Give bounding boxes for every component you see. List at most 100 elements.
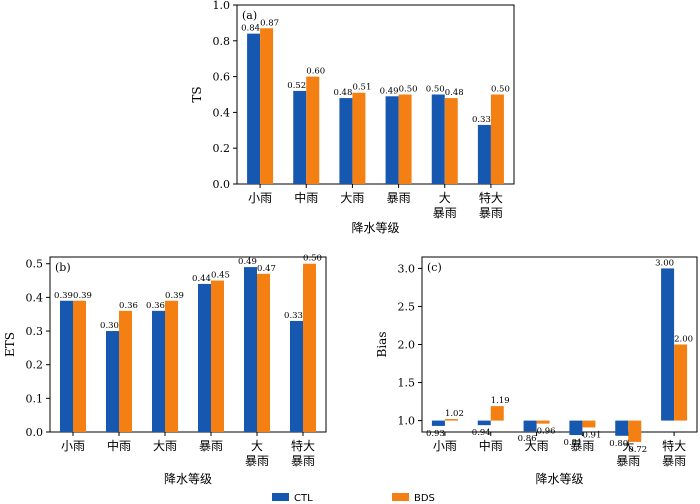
- legend-swatch-ctl: [272, 493, 289, 501]
- panel-c-value-label-ctl: 0.80: [609, 439, 628, 449]
- panel-b-xtick-label: 大: [251, 439, 263, 453]
- panel-a-value-label-ctl: 0.84: [241, 24, 260, 34]
- panel-a-ts-chart: (a)0.00.20.40.60.81.0TS小雨0.840.87中雨0.520…: [190, 0, 515, 235]
- panel-a-value-label-bds: 0.50: [491, 85, 510, 95]
- panel-c-xtick-label: 中雨: [479, 438, 503, 453]
- panel-a-value-label-ctl: 0.48: [333, 88, 352, 98]
- panel-a-value-label-ctl: 0.49: [380, 86, 399, 96]
- panel-a-label: (a): [242, 9, 257, 22]
- panel-c-bar-ctl: [431, 420, 445, 426]
- panel-a-ylabel: TS: [190, 86, 204, 102]
- panel-c-bar-ctl: [615, 420, 629, 436]
- panel-b-value-label-ctl: 0.33: [284, 311, 303, 321]
- panel-b-ytick-label: 0.0: [26, 426, 44, 439]
- panel-c-bar-bds: [582, 420, 596, 428]
- panel-a-value-label-bds: 0.51: [352, 83, 371, 93]
- panel-a-ytick-label: 0.6: [213, 71, 231, 84]
- panel-a-xtick-label: 暴雨: [479, 206, 503, 220]
- panel-a-bar-bds: [398, 94, 412, 184]
- panel-a-bar-ctl: [477, 124, 491, 184]
- panel-c-bar-bds: [444, 419, 458, 421]
- panel-a-bar-bds: [490, 94, 504, 184]
- panel-b-bar-bds: [211, 280, 224, 432]
- panel-c-xtick-label: 暴雨: [570, 439, 594, 453]
- panel-c-ytick-label: 2.0: [398, 339, 416, 352]
- panel-c-xtick-label: 大: [622, 439, 634, 453]
- panel-c-value-label-bds: 2.00: [674, 335, 693, 345]
- panel-b-xtick-label: 中雨: [107, 438, 131, 453]
- panel-a-xtick-label: 小雨: [248, 191, 272, 205]
- panel-b-bar-ctl: [106, 331, 119, 432]
- panel-c-value-label-bds: 1.02: [445, 409, 464, 419]
- panel-a-bar-bds: [306, 76, 320, 184]
- panel-c-bias-chart: (c) 1.0 1.5 2.0 2.5 3.0 Bias 小雨0.931.02 中雨0.94 1.…: [375, 256, 698, 486]
- panel-c-bar-ctl: [477, 420, 491, 426]
- panel-b-bar-bds: [73, 300, 86, 432]
- panel-c-xtick-label: 暴雨: [662, 454, 686, 468]
- panel-a-ytick-label: 0.8: [213, 35, 231, 48]
- panel-b-value-label-bds: 0.39: [165, 291, 184, 301]
- panel-b-xtick-label: 暴雨: [291, 454, 315, 468]
- panel-a-axes-frame: [236, 4, 515, 185]
- panel-a-ytick-label: 0.0: [213, 178, 231, 191]
- panel-c-xtick-label: 小雨: [433, 439, 457, 453]
- panel-b-bar-bds: [119, 310, 132, 432]
- panel-c-value-label-ctl: 0.94: [472, 428, 491, 438]
- panel-c-ylabel: Bias: [375, 332, 389, 358]
- panel-b-bar-ctl: [290, 320, 303, 432]
- panel-c-bar-ctl: [569, 420, 583, 436]
- panel-b-xtick-label: 暴雨: [245, 454, 269, 468]
- legend-label-ctl: CTL: [294, 493, 313, 504]
- panel-c-xtick-label: 暴雨: [616, 454, 640, 468]
- panel-b-xtick-label: 小雨: [61, 439, 85, 453]
- panel-c-ytick-label: 1.5: [398, 377, 416, 390]
- panel-a-xtick-label: 中雨: [294, 190, 318, 205]
- panel-b-value-label-bds: 0.47: [257, 264, 276, 274]
- panel-c-value-label-ctl: 0.81: [563, 438, 582, 448]
- panel-a-xlabel: 降水等级: [351, 221, 399, 235]
- panel-c-xlabel: 降水等级: [535, 472, 583, 486]
- panel-c-bar-bds: [628, 420, 642, 442]
- panel-c-value-label-bds: 0.96: [537, 427, 556, 437]
- panel-c-bar-ctl: [661, 268, 675, 421]
- panel-b-value-label-bds: 0.45: [211, 271, 230, 281]
- panel-a-bar-ctl: [431, 94, 445, 184]
- panel-b-value-label-ctl: 0.30: [100, 321, 119, 331]
- panel-c-label: (c): [427, 261, 442, 274]
- panel-a-value-label-bds: 0.87: [260, 18, 279, 28]
- panel-b-ytick-label: 0.3: [26, 325, 44, 338]
- panel-b-xtick-label: 暴雨: [199, 439, 223, 453]
- panel-c-xtick-label: 大雨: [525, 439, 549, 453]
- panel-c-bar-bds: [536, 420, 550, 424]
- panel-c-ytick-label: 1.0: [398, 415, 416, 428]
- panel-c-ytick-label: 3.0: [398, 262, 416, 275]
- panel-c-value-label-bds: 0.91: [582, 430, 601, 440]
- panel-b-ylabel: ETS: [3, 332, 17, 357]
- legend-label-bds: BDS: [414, 493, 435, 504]
- panel-b-xlabel: 降水等级: [164, 472, 212, 486]
- panel-a-bar-bds: [444, 98, 458, 184]
- panel-a-xtick-label: 特大: [479, 190, 503, 205]
- panel-c-axes-frame: [421, 256, 698, 433]
- panel-a-value-label-bds: 0.60: [306, 67, 325, 77]
- panel-b-xtick-label: 特大: [291, 438, 315, 453]
- panel-c-value-label-bds: 1.19: [491, 396, 510, 406]
- panel-a-xtick-label: 暴雨: [433, 206, 457, 220]
- panel-a-ytick-label: 1.0: [213, 0, 231, 12]
- legend-swatch-bds: [392, 493, 409, 501]
- panel-b-bar-bds: [165, 300, 178, 432]
- panel-b-value-label-ctl: 0.49: [238, 257, 257, 267]
- panel-b-value-label-bds: 0.36: [119, 301, 138, 311]
- panel-b-value-label-bds: 0.50: [303, 254, 322, 264]
- panel-a-xtick-label: 大雨: [340, 191, 364, 205]
- panel-c-ytick-label: 2.5: [398, 300, 416, 313]
- panel-b-bar-ctl: [198, 283, 211, 432]
- panel-a-bar-ctl: [339, 98, 353, 184]
- panel-a-xtick-label: 暴雨: [387, 191, 411, 205]
- panel-a-value-label-ctl: 0.33: [472, 115, 491, 125]
- panel-b-xtick-label: 大雨: [153, 439, 177, 453]
- panel-a-bar-ctl: [247, 33, 261, 184]
- panel-b-ytick-label: 0.4: [26, 291, 44, 304]
- panel-a-value-label-ctl: 0.50: [426, 85, 445, 95]
